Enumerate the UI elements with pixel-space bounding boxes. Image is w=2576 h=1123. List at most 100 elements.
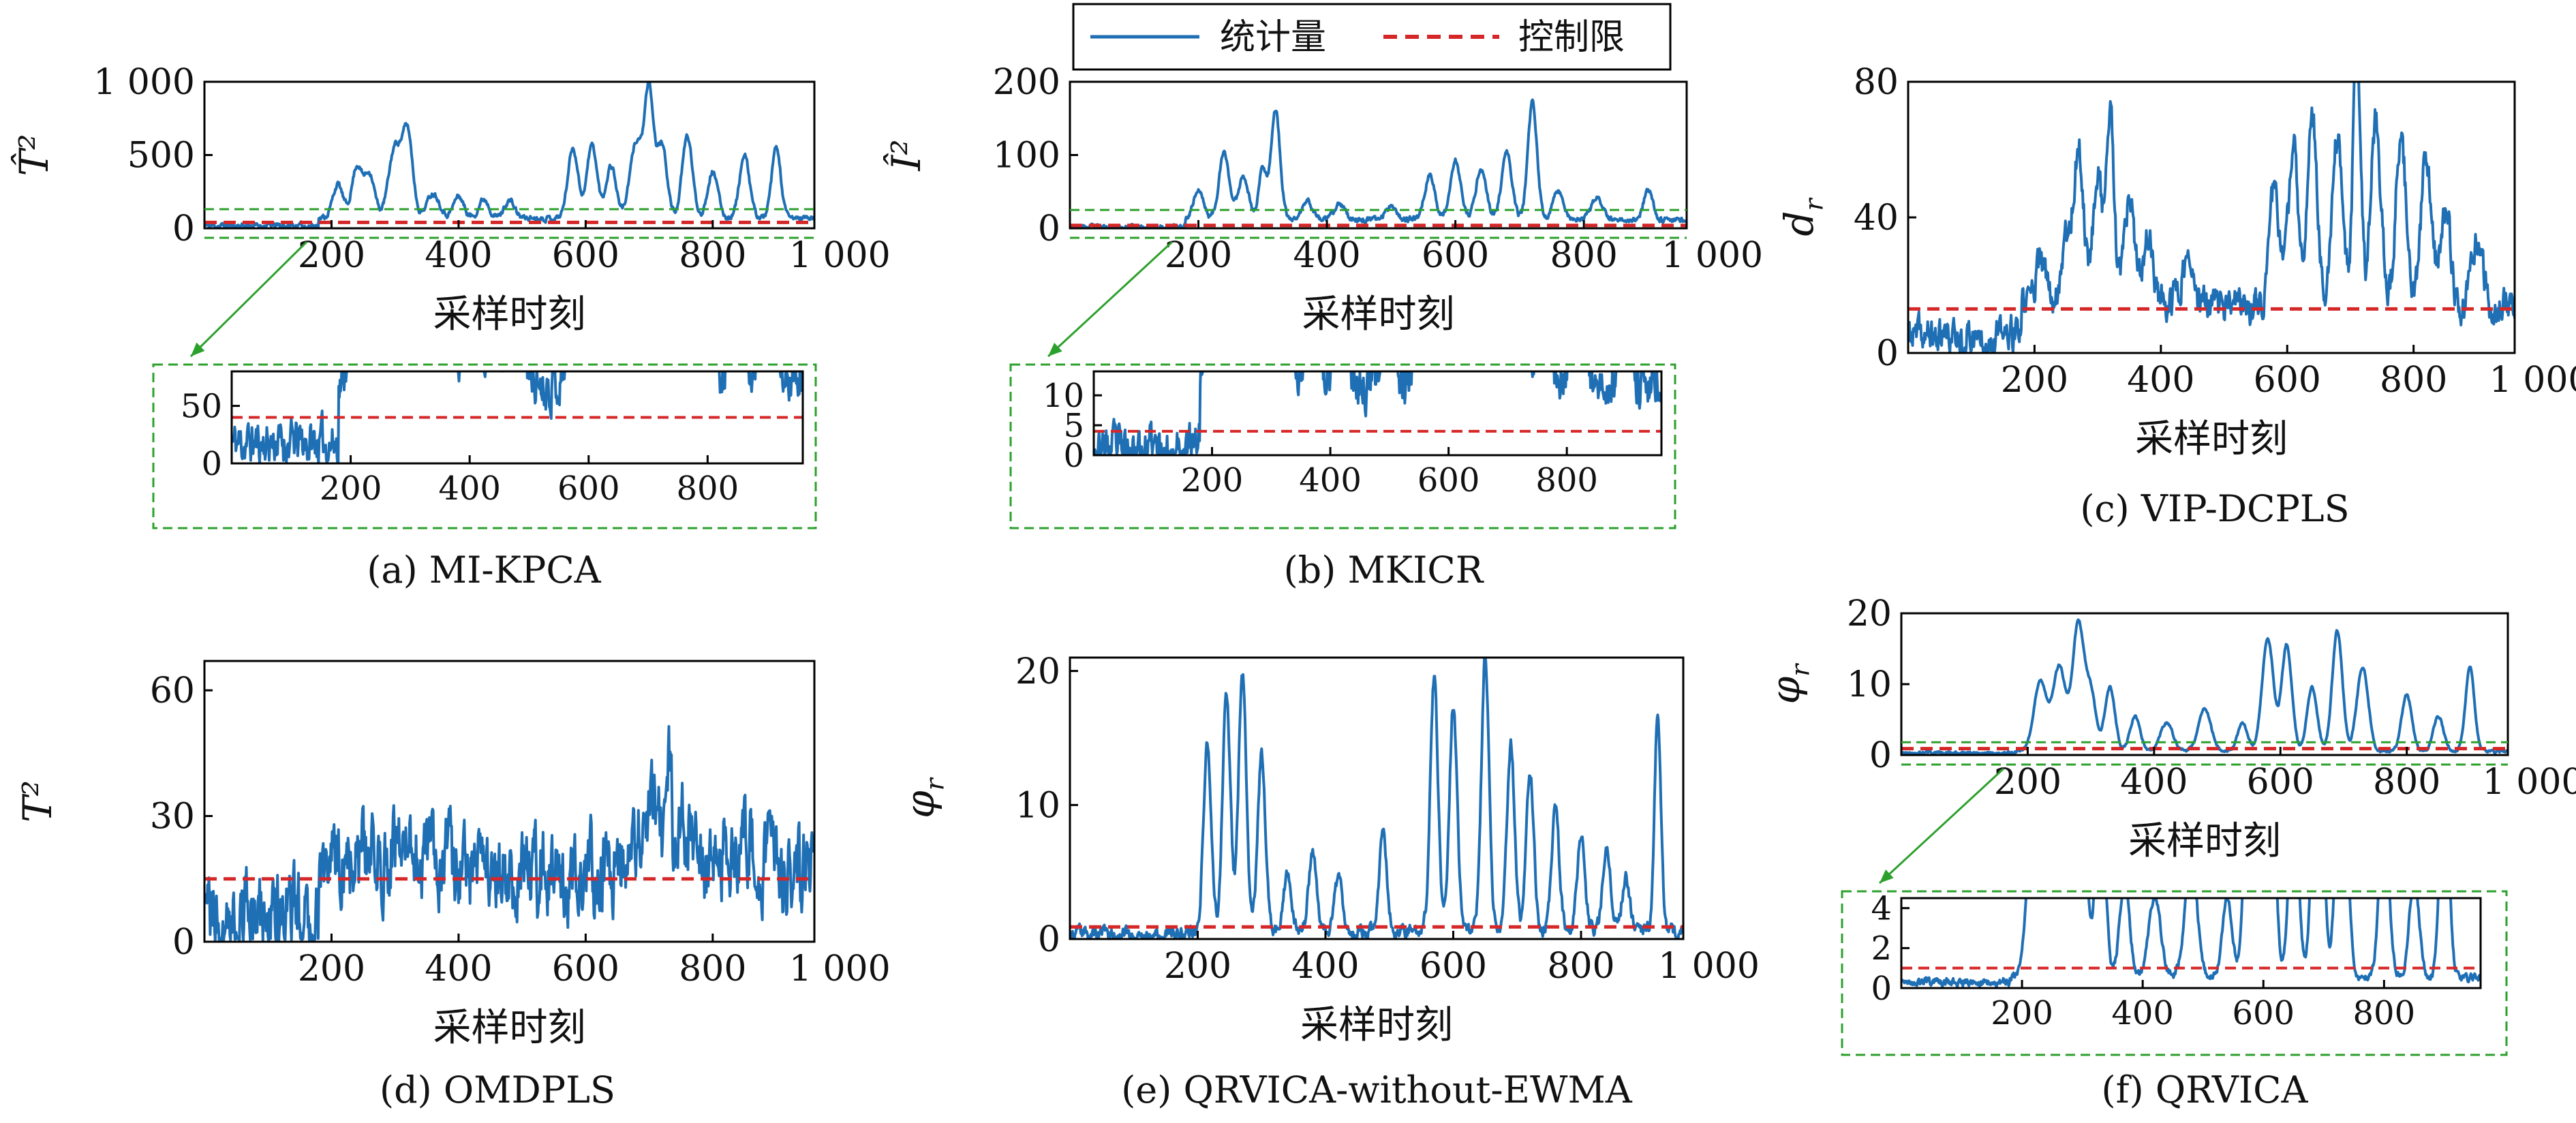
panel-f-zoom-arrowhead	[1880, 869, 1894, 883]
panel-f-frame	[1900, 612, 2509, 756]
panel-a-series-line	[204, 82, 814, 228]
panel-f-xlabel: 采样时刻	[2128, 819, 2281, 863]
panel-c-series-line	[1908, 82, 2515, 353]
panel-f-series-line	[1901, 618, 2508, 755]
panel-a-zoom-xtick-label: 800	[677, 470, 739, 508]
panel-f-zoom-xtick-label: 800	[2353, 994, 2416, 1032]
panel-f-zoom-ytick-label: 2	[1871, 929, 1892, 968]
legend-limit-label: 控制限	[1518, 17, 1625, 58]
panel-f-ytick-label: 0	[1869, 735, 1892, 776]
panel-d-ylabel: T²	[14, 780, 61, 822]
panel-c-caption: (c) VIP-DCPLS	[2080, 487, 2349, 530]
panel-b-xtick-label: 400	[1293, 235, 1360, 276]
panel-b-zoom-frame	[1092, 370, 1663, 457]
panel-c-ylabel: dr	[1776, 197, 1829, 236]
panel-c-xtick-label: 600	[2254, 360, 2321, 401]
panel-c-xtick-label: 800	[2380, 360, 2447, 401]
panel-f-xtick-label: 800	[2373, 762, 2440, 803]
panel-e-xtick-label: 1 000	[1658, 946, 1760, 987]
panel-b-ytick-label: 200	[993, 62, 1060, 103]
panel-e-ytick-label: 10	[1015, 786, 1060, 827]
panel-e-xtick-label: 600	[1420, 946, 1487, 987]
panel-b-xtick-label: 600	[1422, 235, 1489, 276]
legend: 统计量 控制限	[1072, 3, 1672, 71]
panel-a-zoom-arrow	[189, 241, 308, 358]
panel-a-xtick-label: 400	[425, 235, 492, 276]
panel-b-xtick-label: 200	[1165, 235, 1232, 276]
panel-b-zoom-xtick-label: 600	[1417, 461, 1480, 499]
panel-a: 0 500 1 000 200 400 600 800 1 000 T̂² 采样时刻 0 50 200 4…	[10, 62, 890, 591]
panel-f-zoom-frame	[1900, 897, 2482, 989]
panel-e-caption: (e) QRVICA-without-EWMA	[1121, 1068, 1633, 1111]
panel-e-plot-area	[1070, 658, 1683, 939]
panel-d-caption: (d) OMDPLS	[380, 1068, 615, 1111]
panel-f-xtick-label: 200	[1994, 762, 2061, 803]
panel-f-zoom-series-line	[1901, 898, 2481, 988]
panel-f-zoom-xtick-label: 200	[1991, 994, 2053, 1032]
panel-a-frame	[203, 80, 816, 230]
panel-f-ytick-label: 20	[1847, 594, 1892, 634]
panel-d-ytick-label: 60	[150, 671, 195, 711]
panel-c-xlabel: 采样时刻	[2135, 417, 2288, 461]
panel-e-ylabel: φr	[897, 777, 950, 818]
panel-f-zoom-ytick-label: 4	[1871, 889, 1892, 927]
panel-b-ylabel: Î²	[883, 139, 930, 171]
panel-f-zoom-box	[1841, 890, 2508, 1056]
legend-stat-label: 统计量	[1220, 17, 1326, 58]
panel-b-zoom-plot-area	[1094, 371, 1661, 455]
panel-e-xlabel: 采样时刻	[1300, 1003, 1453, 1047]
panel-c-ytick-label: 80	[1854, 62, 1899, 103]
panel-b-ytick-label: 100	[993, 136, 1060, 176]
panel-b-zoom-xtick-label: 800	[1535, 461, 1598, 499]
panel-f-xtick-label: 400	[2120, 762, 2188, 803]
panel-a-zoom-xtick-label: 400	[438, 470, 501, 508]
panel-a-zoom-series-line	[232, 371, 803, 463]
panel-b-ytick-label: 0	[1038, 209, 1060, 249]
panel-a-zoom-frame	[230, 370, 804, 465]
panel-f-zoom-xtick-label: 600	[2232, 994, 2295, 1032]
panel-c: 0 40 80 200 400 600 800 1 000 dr 采样时刻 (c) VIP-DCPL…	[1776, 62, 2576, 530]
panel-e-ytick-label: 20	[1015, 651, 1060, 692]
panel-c-xtick-label: 1 000	[2489, 360, 2576, 401]
panel-a-ylabel: T̂²	[10, 134, 57, 176]
panel-e-series-line	[1070, 658, 1683, 939]
panel-d-xtick-label: 1 000	[789, 949, 891, 989]
panel-f-zoom-ytick-label: 0	[1871, 970, 1892, 1008]
panel-f-caption: (f) QRVICA	[2102, 1068, 2309, 1111]
panel-f-ylabel: φr	[1762, 663, 1815, 705]
panel-a-xtick-label: 600	[552, 235, 619, 276]
panel-d-xtick-label: 600	[552, 949, 619, 989]
panel-d-xlabel: 采样时刻	[433, 1006, 586, 1050]
panel-d-ytick-label: 30	[150, 797, 195, 837]
panel-a-zoom-xtick-label: 200	[320, 470, 382, 508]
panel-f-zoom-arrow	[1878, 767, 2005, 884]
panel-f-ytick-label: 10	[1847, 664, 1892, 705]
panel-a-ytick-label: 1 000	[93, 62, 195, 103]
panel-d-frame	[203, 660, 816, 943]
panel-b-xtick-label: 800	[1550, 235, 1618, 276]
panel-d-xtick-label: 200	[298, 949, 365, 989]
panel-c-ytick-label: 40	[1854, 198, 1899, 239]
panel-a-ytick-label: 0	[172, 209, 195, 249]
panel-c-xtick-label: 200	[2001, 360, 2068, 401]
panel-f-zoom-xtick-label: 400	[2111, 994, 2174, 1032]
panel-d-series-line	[204, 725, 814, 942]
panel-b-zoom-series-line	[1094, 371, 1661, 455]
panel-f-zoom-plot-area	[1901, 898, 2481, 988]
panel-a-zoom-box	[152, 363, 817, 529]
panel-b-zoom-ytick-label: 5	[1063, 407, 1084, 445]
panel-a-zoom-xtick-label: 600	[557, 470, 620, 508]
panel-e-ytick-label: 0	[1038, 919, 1060, 960]
panel-e: 0 10 20 200 400 600 800 1 000 φr 采样时刻 (e) QRVICA-w…	[897, 651, 1760, 1111]
panel-b-zoom-ytick-label: 0	[1063, 437, 1084, 475]
panel-b-caption: (b) MKICR	[1284, 549, 1484, 591]
panel-a-xlabel: 采样时刻	[433, 292, 586, 337]
panel-a-zoom-plot-area	[232, 371, 803, 463]
panel-d-xtick-label: 400	[425, 949, 492, 989]
panel-e-xtick-label: 800	[1547, 946, 1614, 987]
panel-f-xtick-label: 600	[2247, 762, 2314, 803]
panel-f-plot-area	[1901, 618, 2508, 755]
panel-c-plot-area	[1908, 82, 2515, 353]
